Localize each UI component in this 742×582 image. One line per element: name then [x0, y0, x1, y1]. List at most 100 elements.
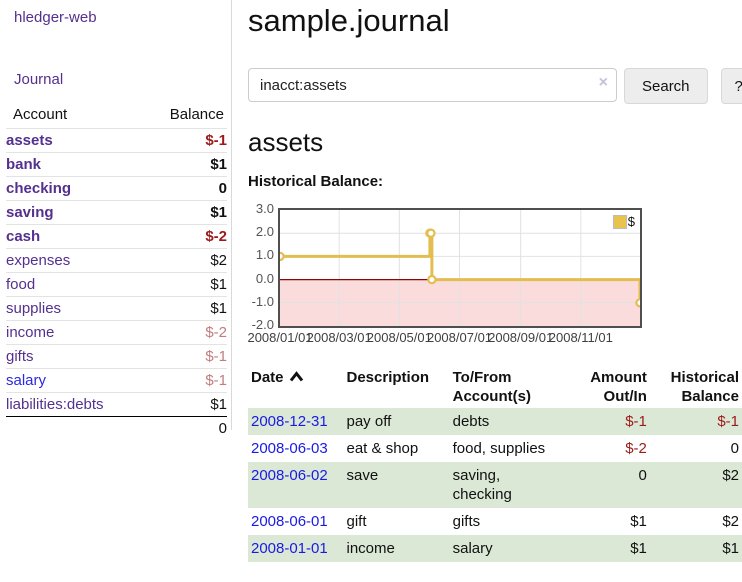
transaction-accounts: food, supplies [452, 440, 546, 457]
account-link[interactable]: assets [6, 132, 53, 149]
account-link[interactable]: liabilities:debts [6, 396, 104, 413]
accounts-total-balance: 0 [139, 416, 227, 440]
account-balance: $1 [139, 200, 227, 225]
main-content: sample.journal × Search ? assets Histori… [247, 0, 742, 562]
account-balance: $1 [139, 152, 227, 177]
chart-legend: $ [612, 214, 635, 229]
transaction-accounts: salary [452, 540, 493, 557]
account-balance: 0 [139, 176, 227, 201]
account-balance: $1 [139, 272, 227, 297]
transaction-accounts: saving, checking [452, 467, 512, 503]
y-axis-tick-label: 3.0 [255, 201, 274, 216]
y-axis-tick-label: -1.0 [251, 293, 274, 309]
x-axis-tick-label: 2008/03/01 [306, 330, 372, 345]
y-axis-tick-label: 2.0 [255, 224, 274, 240]
transaction-amount: 0 [638, 467, 647, 484]
search-input-wrapper: × [248, 68, 617, 102]
account-balance: $-2 [139, 320, 227, 345]
legend-label: $ [627, 214, 635, 229]
account-link[interactable]: food [6, 276, 36, 293]
account-link[interactable]: checking [6, 180, 72, 197]
transaction-row: 2008-06-03 eat & shop food, supplies $-2 0 [248, 435, 742, 462]
transaction-description: gift [346, 513, 367, 530]
register-header-amount: Amount Out/In [590, 369, 647, 405]
app-title-link[interactable]: hledger-web [14, 9, 97, 26]
search-input[interactable] [248, 68, 617, 102]
account-link[interactable]: supplies [6, 300, 62, 317]
transaction-date-link[interactable]: 2008-01-01 [251, 540, 328, 557]
transaction-row: 2008-06-01 gift gifts $1 $2 [248, 508, 742, 535]
historical-balance-chart: 3.0 2.0 1.0 0.0 -1.0 -2.0 $2008/01/01 2008/03/0… [247, 200, 742, 348]
account-row: expenses $2 [6, 248, 227, 273]
account-row: income $-2 [6, 320, 227, 345]
transaction-amount: $1 [630, 513, 647, 530]
transaction-date-link[interactable]: 2008-06-02 [251, 467, 328, 484]
y-axis-tick-label: 0.0 [255, 270, 274, 286]
account-balance: $1 [139, 392, 227, 417]
x-axis-tick-label: 2008/07/01 [426, 330, 493, 345]
transaction-date-link[interactable]: 2008-12-31 [251, 413, 328, 430]
account-link[interactable]: expenses [6, 252, 71, 269]
transaction-accounts: debts [452, 413, 490, 430]
register-header-accounts: To/From Account(s) [452, 369, 531, 405]
account-row: supplies $1 [6, 296, 227, 321]
transaction-date-link[interactable]: 2008-06-03 [251, 440, 328, 457]
account-link[interactable]: saving [6, 204, 54, 221]
account-balance: $-1 [139, 128, 227, 153]
transaction-balance: $1 [722, 540, 739, 557]
y-axis-tick-label: -2.0 [251, 317, 274, 332]
sort-ascending-icon [289, 371, 303, 382]
x-axis-tick-label: 2008/11/01 [548, 330, 613, 345]
transaction-amount: $-2 [625, 440, 647, 457]
account-balance: $-2 [139, 224, 227, 249]
x-axis-tick-label: 2008/05/01 [366, 330, 432, 345]
register-header-balance: Historical Balance [670, 369, 739, 405]
account-row: assets $-1 [6, 128, 227, 153]
transaction-balance: 0 [730, 440, 739, 457]
account-row: saving $1 [6, 200, 227, 225]
chart-title: Historical Balance: [248, 173, 384, 190]
account-row: gifts $-1 [6, 344, 227, 369]
account-balance: $1 [139, 296, 227, 321]
help-button[interactable]: ? [720, 68, 742, 104]
account-link[interactable]: bank [6, 156, 42, 173]
register-header-row: Date Description To/From Account(s) Amou… [248, 366, 742, 408]
register-header-date[interactable]: Date [248, 366, 344, 408]
transaction-accounts: gifts [452, 513, 481, 530]
x-axis-tick-label: 2008/01/01 [247, 330, 313, 345]
account-link[interactable]: gifts [6, 348, 34, 365]
account-row: salary $-1 [6, 368, 227, 393]
y-axis-tick-label: 1.0 [255, 247, 274, 263]
sidebar-item-journal[interactable]: Journal [14, 71, 64, 88]
transaction-balance: $2 [722, 467, 739, 484]
transaction-balance: $-1 [717, 413, 739, 430]
register-table: Date Description To/From Account(s) Amou… [248, 366, 742, 562]
accounts-header-account: Account [13, 106, 68, 123]
account-link[interactable]: income [6, 324, 55, 341]
transaction-row: 2008-01-01 income salary $1 $1 [248, 535, 742, 562]
plot-area: $ [278, 208, 642, 328]
clear-search-icon[interactable]: × [598, 74, 608, 91]
sidebar: hledger-web Journal Account Balance asse… [0, 0, 232, 440]
account-row: food $1 [6, 272, 227, 297]
search-form: × Search ? [248, 68, 742, 104]
account-link[interactable]: salary [6, 372, 47, 389]
transaction-description: save [346, 467, 379, 484]
transaction-description: income [346, 540, 395, 557]
account-row: checking 0 [6, 176, 227, 201]
search-button[interactable]: Search [624, 68, 708, 104]
account-row: bank $1 [6, 152, 227, 177]
transaction-amount: $1 [630, 540, 647, 557]
account-link[interactable]: cash [6, 228, 41, 245]
transaction-description: eat & shop [346, 440, 419, 457]
account-row: liabilities:debts $1 [6, 392, 227, 417]
account-balance: $2 [139, 248, 227, 273]
register-header-description: Description [346, 369, 430, 386]
accounts-header-balance: Balance [169, 106, 224, 123]
account-balance: $-1 [139, 368, 227, 393]
accounts-total-row: 0 [6, 416, 227, 440]
account-heading: assets [248, 127, 324, 157]
transaction-date-link[interactable]: 2008-06-01 [251, 513, 328, 530]
legend-swatch-icon [612, 214, 627, 229]
account-row: cash $-2 [6, 224, 227, 249]
